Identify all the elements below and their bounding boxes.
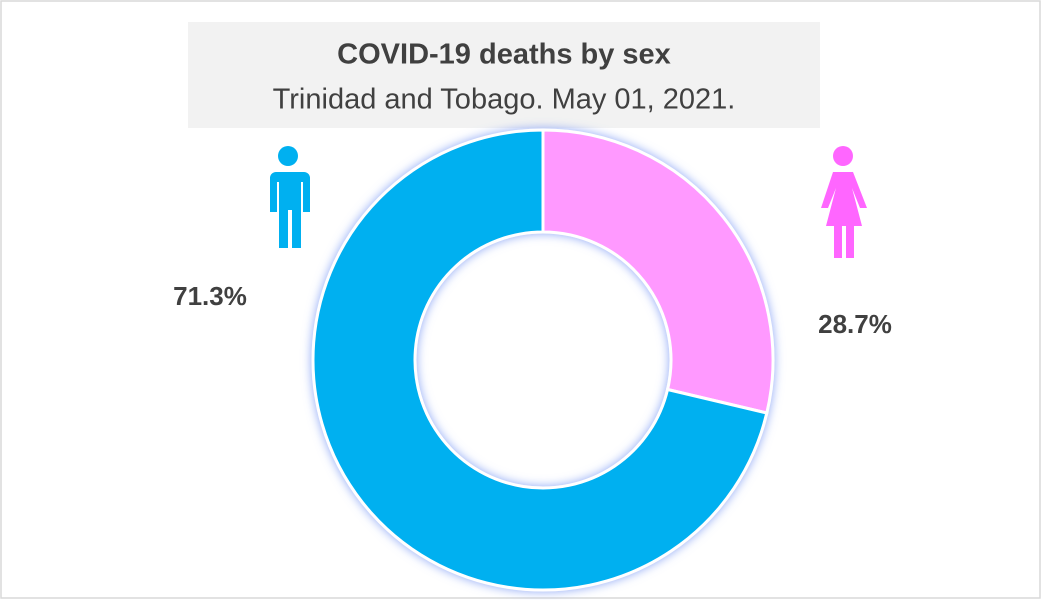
donut-slice — [311, 128, 769, 592]
donut — [311, 128, 775, 592]
female-icon — [821, 146, 867, 258]
data-label: 71.3% — [173, 281, 247, 311]
title-box — [188, 22, 820, 128]
male-icon — [270, 146, 310, 248]
chart-subtitle: Trinidad and Tobago. May 01, 2021. — [273, 84, 736, 116]
donut-slice — [541, 128, 775, 415]
data-label: 28.7% — [818, 309, 892, 339]
chart-title: COVID-19 deaths by sex — [337, 39, 671, 71]
